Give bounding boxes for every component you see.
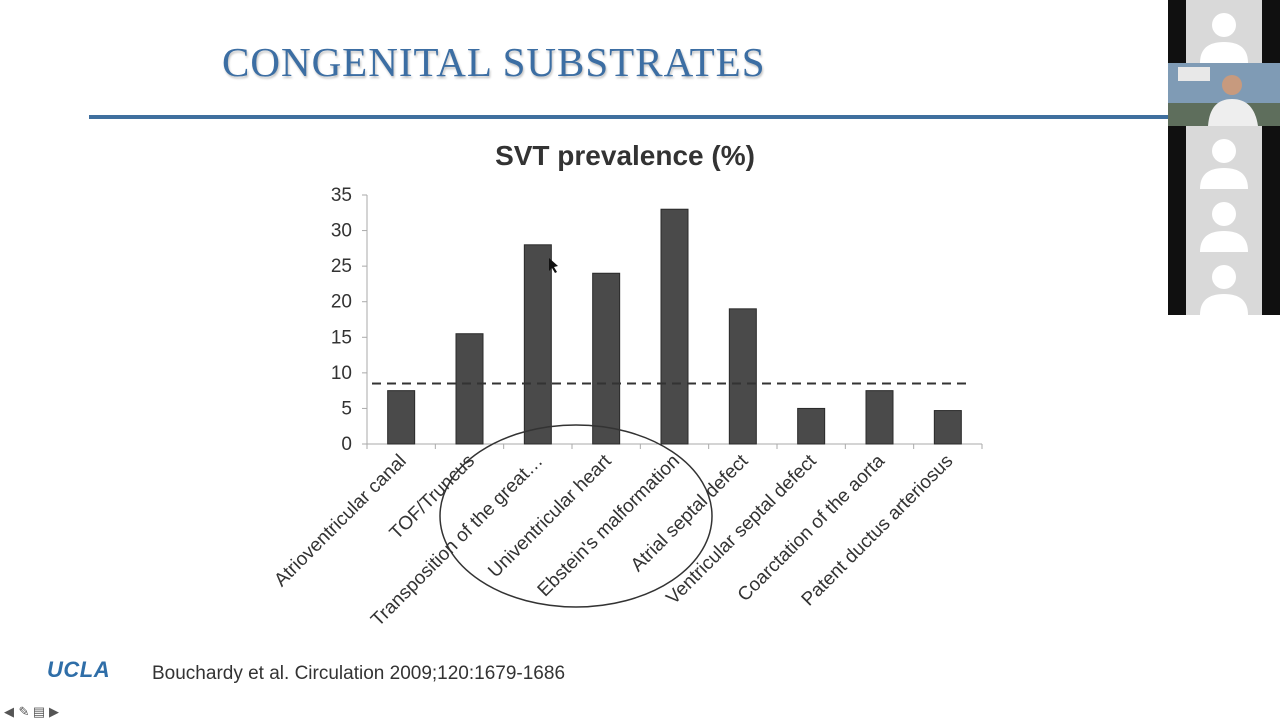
- ucla-logo: UCLA: [47, 657, 111, 682]
- speaker-video: [1168, 63, 1280, 126]
- x-tick-label: Atrial septal defect: [627, 450, 753, 576]
- y-tick-label: 10: [331, 363, 352, 384]
- y-tick-label: 5: [341, 398, 352, 419]
- annotation-ellipse: [439, 424, 713, 608]
- participant-tile[interactable]: [1168, 189, 1280, 252]
- bar: [728, 308, 757, 445]
- bar: [797, 407, 826, 445]
- bar: [455, 333, 484, 445]
- x-tick-label: Atrioventricular canal: [270, 451, 410, 591]
- participant-panel: [1168, 0, 1280, 315]
- y-tick-label: 20: [331, 292, 352, 313]
- x-tick-label: Univentricular heart: [484, 450, 616, 582]
- next-arrow-icon[interactable]: ▶: [49, 704, 59, 719]
- slides-menu-icon[interactable]: ▤: [32, 704, 46, 719]
- participant-tile[interactable]: [1168, 126, 1280, 189]
- mouse-cursor-icon: [549, 258, 558, 273]
- participant-tile[interactable]: [1168, 252, 1280, 315]
- bar: [523, 244, 552, 445]
- bar: [865, 390, 894, 445]
- bar: [387, 390, 416, 445]
- user-avatar-icon: [1200, 202, 1248, 252]
- pen-icon[interactable]: ✎: [18, 704, 30, 719]
- participant-tile[interactable]: [1168, 0, 1280, 63]
- user-avatar-icon: [1200, 265, 1248, 315]
- title-divider: [89, 115, 1174, 119]
- user-avatar-icon: [1200, 13, 1248, 63]
- slide-title: CONGENITAL SUBSTRATES: [222, 39, 766, 85]
- user-avatar-icon: [1200, 139, 1248, 189]
- bar: [592, 272, 621, 445]
- prev-arrow-icon[interactable]: ◀: [4, 704, 14, 719]
- bar: [660, 208, 689, 445]
- y-tick-label: 15: [331, 327, 352, 348]
- participant-video-tile[interactable]: [1168, 63, 1280, 126]
- y-tick-label: 35: [331, 185, 352, 206]
- chart-title: SVT prevalence (%): [495, 140, 755, 171]
- y-tick-label: 25: [331, 256, 352, 277]
- y-tick-label: 30: [331, 221, 352, 242]
- svt-prevalence-chart: SVT prevalence (%) 0 5 10 15 20 25 30 35 Atrioven…: [270, 140, 983, 631]
- y-tick-label: 0: [341, 434, 352, 455]
- bar: [933, 410, 962, 445]
- citation: Bouchardy et al. Circulation 2009;120:16…: [152, 663, 566, 684]
- presentation-controls: ◀ ✎ ▤ ▶: [2, 704, 61, 720]
